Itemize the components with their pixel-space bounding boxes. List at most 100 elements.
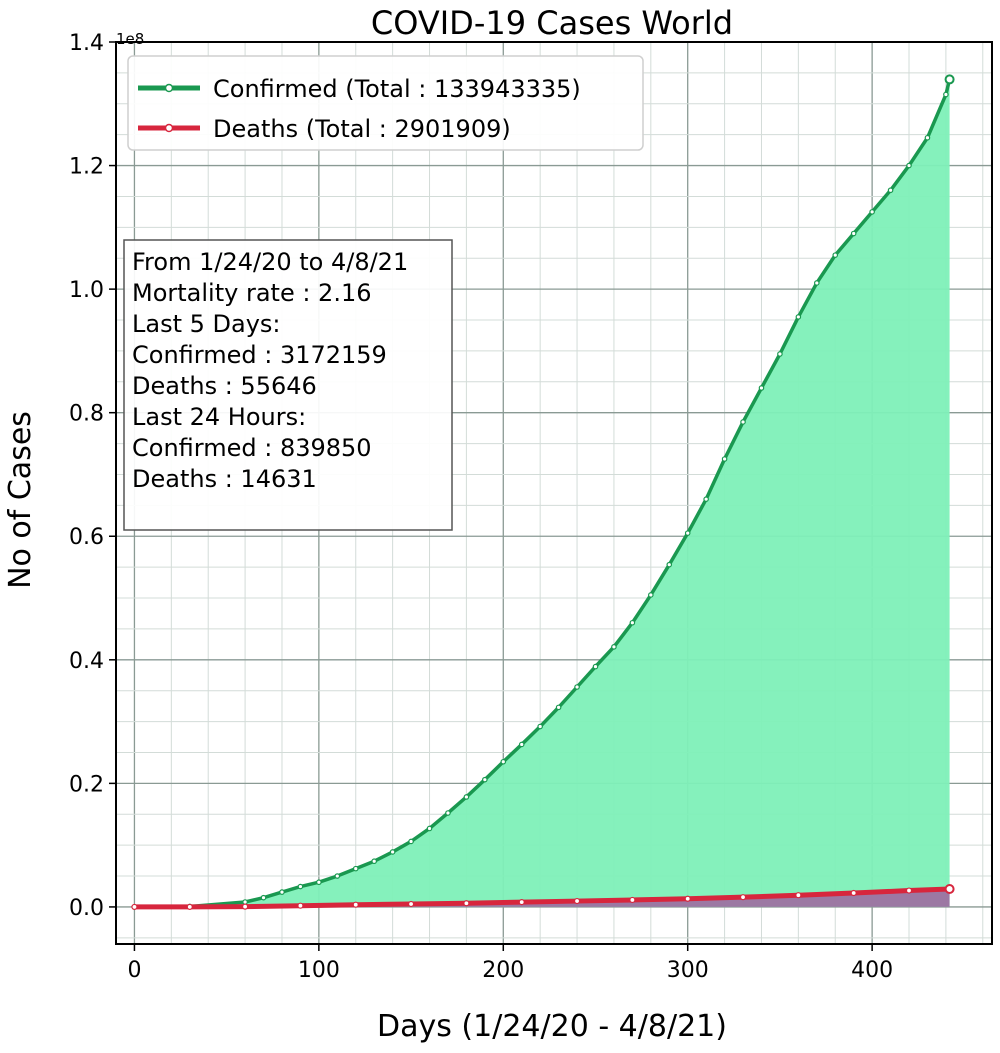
confirmed-data-point <box>777 351 783 357</box>
deaths-series-line <box>134 886 950 910</box>
confirmed-data-point <box>574 684 580 690</box>
deaths-data-point <box>850 889 857 897</box>
confirmed-last-point <box>944 74 955 85</box>
plot-frame <box>115 41 993 945</box>
stats-line: Confirmed : 3172159 <box>132 341 387 369</box>
legend-confirmed-label: Confirmed (Total : 133943335) <box>213 75 581 103</box>
deaths-data-point <box>241 903 249 910</box>
confirmed-series-area <box>134 79 950 907</box>
axes <box>115 41 993 945</box>
confirmed-data-point <box>426 825 433 832</box>
y-tick-label: 0.0 <box>69 896 104 921</box>
confirmed-data-point <box>943 91 949 98</box>
confirmed-data-point <box>666 561 673 568</box>
x-tick-label: 300 <box>667 958 709 983</box>
confirmed-data-point <box>555 704 562 711</box>
confirmed-data-point <box>795 314 802 320</box>
deaths-data-point <box>573 897 581 905</box>
stats-line: From 1/24/20 to 4/8/21 <box>132 248 408 276</box>
deaths-data-point <box>684 895 691 902</box>
confirmed-data-point <box>518 741 525 748</box>
confirmed-data-point <box>648 592 654 598</box>
deaths-data-point <box>463 900 470 907</box>
deaths-data-point <box>352 901 359 908</box>
chart-title: COVID-19 Cases World <box>371 4 733 42</box>
legend-deaths-label: Deaths (Total : 2901909) <box>213 115 511 143</box>
confirmed-data-point <box>500 758 507 765</box>
stats-annotation-box: From 1/24/20 to 4/8/21 Mortality rate : 2… <box>123 239 453 531</box>
series-lines <box>131 74 955 911</box>
stats-line: Deaths : 14631 <box>132 465 317 493</box>
confirmed-data-point <box>758 385 765 391</box>
confirmed-data-point <box>316 879 322 886</box>
deaths-data-point <box>795 892 802 899</box>
confirmed-data-point <box>887 187 894 194</box>
y-tick-label: 1.2 <box>69 155 104 180</box>
stats-line: Last 24 Hours: <box>132 403 306 431</box>
y-tick-label: 0.2 <box>69 772 104 797</box>
confirmed-data-point <box>537 723 543 730</box>
x-axis-title: Days (1/24/20 - 4/8/21) <box>377 1009 727 1044</box>
y-tick-label: 1.0 <box>69 278 104 303</box>
confirmed-data-point <box>813 280 820 286</box>
confirmed-data-point <box>906 162 912 169</box>
deaths-data-point <box>905 887 913 894</box>
deaths-data-point <box>186 903 193 911</box>
x-axis-ticks: 0 100 200 300 400 <box>127 944 893 983</box>
x-tick-label: 200 <box>482 958 524 983</box>
deaths-data-point <box>518 899 525 906</box>
y-tick-label: 0.4 <box>69 649 104 674</box>
stats-line: Confirmed : 839850 <box>132 434 372 462</box>
stats-line: Last 5 Days: <box>132 310 281 338</box>
deaths-last-point <box>944 884 955 895</box>
confirmed-data-point <box>740 419 746 425</box>
stats-box-frame <box>123 239 453 531</box>
confirmed-data-point <box>721 456 728 462</box>
y-tick-label: 1.4 <box>69 31 104 56</box>
confirmed-data-point <box>924 134 931 141</box>
deaths-data-point <box>297 902 304 909</box>
deaths-data-point <box>629 896 636 904</box>
stats-line: Deaths : 55646 <box>132 372 317 400</box>
y-axis-title: No of Cases <box>3 411 38 589</box>
x-tick-label: 0 <box>127 958 141 983</box>
confirmed-data-point <box>445 810 451 816</box>
deaths-data-point <box>131 903 138 911</box>
deaths-data-point <box>739 894 747 901</box>
y-axis-offset-label: 1e8 <box>116 30 144 48</box>
confirmed-data-point <box>629 619 636 626</box>
confirmed-data-point <box>850 230 857 237</box>
confirmed-series-line <box>134 79 952 909</box>
confirmed-data-point <box>389 849 396 855</box>
legend-deaths-marker <box>164 123 174 133</box>
y-axis-ticks: 0.0 0.2 0.4 0.6 0.8 1.0 1.2 1.4 <box>69 31 116 921</box>
legend-box <box>127 55 644 151</box>
legend-confirmed-marker <box>164 83 174 93</box>
confirmed-data-point <box>371 858 377 865</box>
deaths-data-point <box>407 900 415 908</box>
confirmed-data-point <box>482 776 488 783</box>
confirmed-data-point <box>611 644 617 650</box>
series-areas <box>134 79 950 907</box>
confirmed-data-point <box>832 252 839 258</box>
confirmed-data-point <box>684 530 691 536</box>
confirmed-data-point <box>352 865 359 872</box>
confirmed-data-point <box>260 894 267 901</box>
x-tick-label: 100 <box>298 958 340 983</box>
confirmed-data-point <box>297 883 304 890</box>
confirmed-data-point <box>463 794 470 800</box>
stats-line: Mortality rate : 2.16 <box>132 279 371 307</box>
y-tick-label: 0.6 <box>69 525 104 550</box>
deaths-series-area <box>134 889 950 907</box>
confirmed-data-point <box>592 663 599 670</box>
confirmed-data-point <box>703 496 709 502</box>
x-tick-label: 400 <box>851 958 893 983</box>
y-tick-label: 0.8 <box>69 402 104 427</box>
legend: Confirmed (Total : 133943335) Deaths (Tot… <box>127 55 644 151</box>
confirmed-data-point <box>869 209 875 215</box>
confirmed-data-point <box>279 889 285 895</box>
confirmed-data-point <box>408 838 414 845</box>
confirmed-data-point <box>334 873 341 879</box>
